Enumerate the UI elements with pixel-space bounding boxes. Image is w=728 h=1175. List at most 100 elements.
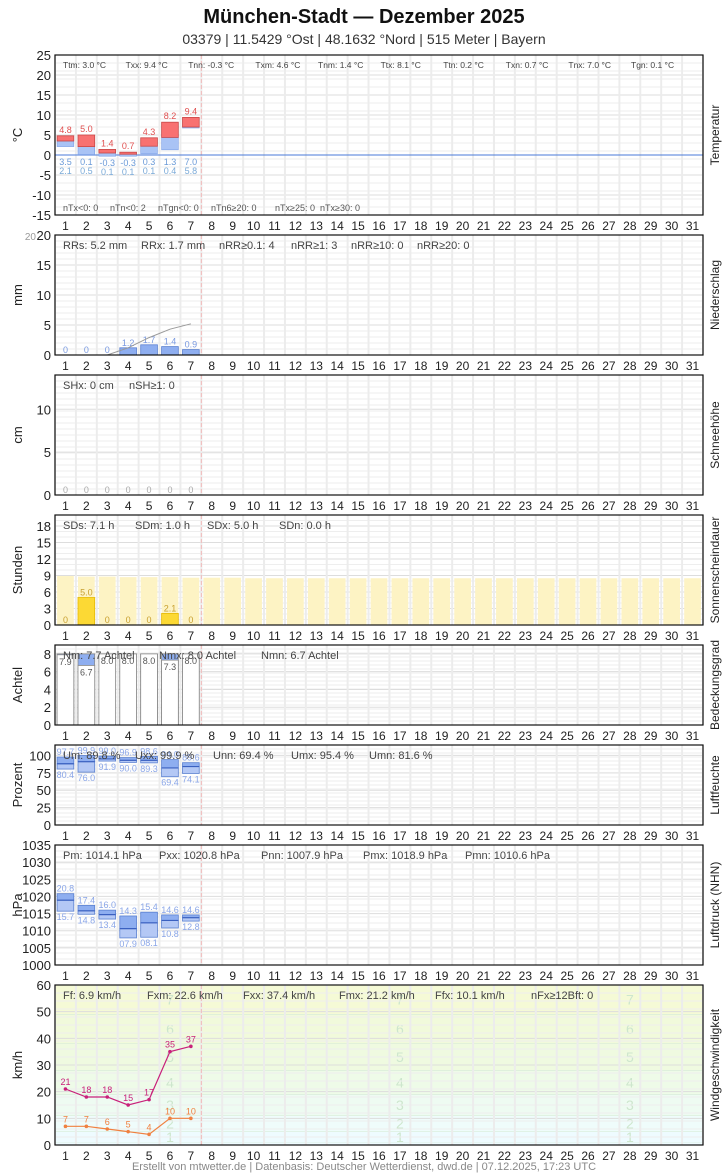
y-tick-label: 1025 (22, 872, 51, 887)
tmin-label: 7.0 (185, 157, 198, 167)
chart-title: Luftdruck (NHN) (708, 862, 722, 949)
wind-point (63, 1087, 68, 1091)
x-tick-label: 4 (125, 969, 132, 983)
x-tick-label: 5 (146, 219, 153, 233)
max-label: 15.4 (140, 902, 158, 912)
x-tick-label: 3 (104, 1149, 111, 1163)
range-lower-bar (182, 766, 200, 774)
y-tick-label: 5 (44, 318, 51, 333)
x-tick-label: 24 (540, 629, 554, 643)
wind-point (168, 1049, 172, 1054)
x-tick-label: 20 (456, 969, 470, 983)
possible-sunshine-bar (412, 578, 430, 625)
possible-sunshine-bar (537, 578, 555, 625)
x-tick-label: 6 (167, 1149, 174, 1163)
tmin-label: -0.3 (100, 158, 116, 168)
value-bar (161, 346, 179, 356)
x-tick-label: 27 (602, 629, 616, 643)
x-tick-label: 14 (331, 629, 345, 643)
value-label: 8.0 (185, 656, 198, 666)
value-label: 1.7 (143, 335, 156, 345)
range-upper-bar (161, 914, 179, 921)
x-tick-label: 10 (247, 969, 261, 983)
wind-value-label: 4 (147, 1122, 152, 1132)
x-tick-label: 26 (581, 969, 595, 983)
chart-pressure: 1000100510101015102010251030103520.815.7… (10, 838, 722, 983)
x-tick-label: 17 (393, 829, 407, 843)
x-tick-label: 16 (372, 829, 386, 843)
temp-max-bar (119, 151, 137, 155)
y-tick-label: 1020 (22, 889, 51, 904)
x-tick-label: 21 (477, 219, 491, 233)
x-tick-label: 2 (83, 219, 90, 233)
value-label: 0 (147, 485, 152, 495)
possible-sunshine-bar (496, 578, 513, 625)
stat-top: Ttn: 0.2 °C (443, 60, 484, 70)
x-tick-label: 3 (104, 219, 111, 233)
value-label: 0 (167, 485, 172, 495)
range-lower-bar (56, 763, 75, 770)
x-tick-label: 29 (644, 629, 658, 643)
x-tick-label: 30 (665, 1149, 679, 1163)
x-tick-label: 22 (498, 629, 512, 643)
value-label: 0 (63, 345, 68, 355)
x-tick-label: 18 (414, 359, 428, 373)
temp-max-bar (140, 137, 158, 147)
x-tick-label: 13 (310, 969, 324, 983)
range-lower-bar (161, 767, 179, 778)
value-bar (77, 597, 96, 626)
x-tick-label: 31 (686, 1149, 700, 1163)
beaufort-label: 2 (626, 1116, 634, 1132)
x-tick-label: 13 (310, 629, 324, 643)
x-tick-label: 28 (623, 969, 637, 983)
x-tick-label: 16 (372, 219, 386, 233)
value-label: 0 (84, 485, 89, 495)
x-tick-label: 29 (644, 499, 658, 513)
value-bar (161, 613, 179, 626)
x-tick-label: 1 (62, 829, 69, 843)
x-tick-label: 26 (581, 829, 595, 843)
x-tick-label: 28 (623, 629, 637, 643)
tground-label: 0.4 (164, 166, 177, 176)
temp-max-bar (56, 135, 75, 142)
x-tick-label: 25 (560, 969, 574, 983)
min-label: 91.9 (98, 762, 116, 772)
wind-point (189, 1116, 193, 1121)
wind-point (84, 1095, 89, 1099)
plot-border (54, 984, 704, 1146)
tground-label: 0.1 (101, 167, 114, 177)
x-tick-label: 25 (560, 219, 574, 233)
x-tick-label: 5 (146, 359, 153, 373)
possible-sunshine-bar (119, 577, 137, 625)
x-tick-label: 26 (581, 499, 595, 513)
y-tick-label: 0 (44, 818, 51, 833)
x-tick-label: 11 (268, 969, 281, 983)
x-tick-label: 21 (477, 359, 491, 373)
x-tick-label: 8 (208, 829, 215, 843)
value-bar (182, 349, 200, 356)
x-tick-label: 28 (623, 729, 637, 743)
stat-top: Pnn: 1007.9 hPa (261, 850, 344, 862)
x-tick-label: 22 (498, 359, 512, 373)
value-label: 0 (188, 485, 193, 495)
tmin-label: 1.3 (164, 157, 177, 167)
chart-title: Temperatur (708, 105, 722, 166)
possible-sunshine-bar (349, 578, 367, 625)
x-tick-label: 10 (247, 1149, 261, 1163)
min-label: 07.9 (119, 939, 137, 949)
secondary-axis-label: 20 (25, 232, 37, 243)
x-tick-label: 12 (289, 829, 303, 843)
x-tick-label: 1 (62, 219, 69, 233)
x-tick-label: 7 (188, 219, 195, 233)
tmax-label: 4.8 (59, 125, 72, 135)
y-tick-label: 12 (37, 552, 51, 567)
wind-point (105, 1127, 110, 1131)
tmax-label: 9.4 (185, 106, 198, 116)
possible-sunshine-bar (370, 578, 388, 625)
temp-max-bar (77, 134, 96, 147)
max-label: 96.9 (119, 748, 137, 758)
x-tick-label: 15 (351, 499, 365, 513)
x-tick-label: 23 (519, 729, 533, 743)
range-upper-bar (140, 911, 158, 924)
x-tick-label: 26 (581, 729, 595, 743)
